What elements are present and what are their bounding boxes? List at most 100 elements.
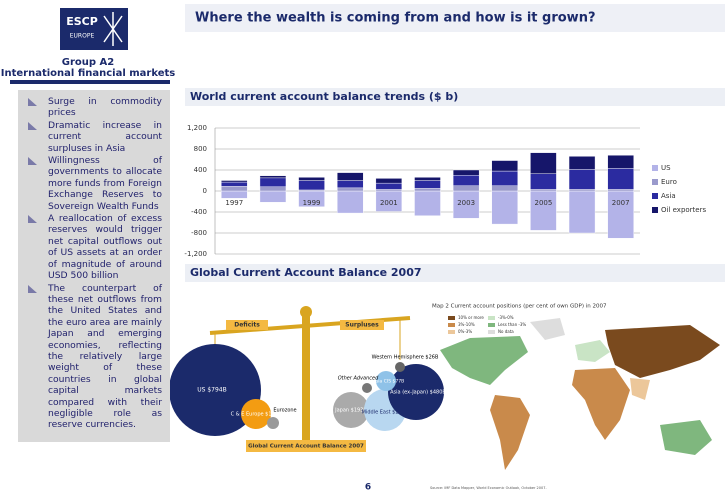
x-tick-label: 1999 [303,199,321,207]
x-tick-label: 2003 [457,199,475,207]
map-legend-label: 3%-10% [458,322,475,327]
bar-segment [337,180,364,189]
map-legend-swatch [448,316,455,320]
legend-swatch [652,179,658,185]
bar-segment [530,152,557,174]
bar-segment [298,180,325,191]
map-legend-label: Less than -3% [498,322,526,327]
base-label: Global Current Account Balance 2007 [248,444,364,450]
map-source: Source: IMF Data Mapper, World Economic … [430,486,547,490]
legend-label: Euro [661,178,677,186]
eurozone-label: Eurozone [273,408,296,414]
logo-text: ESCP [66,15,98,28]
legend-swatch [652,165,658,171]
logo-box [60,8,128,50]
bullet-item: A reallocation of excess reserves would … [24,213,162,281]
bar-segment [221,190,248,199]
world-map: Map 2 Current account positions (per cen… [430,304,720,490]
bar-segment [568,156,596,170]
bar-segment [568,190,596,234]
bar-segment [414,190,441,216]
surpluses-label: Surpluses [345,322,379,329]
map-legend-swatch [488,323,495,327]
divider [10,80,170,84]
bar-segment [491,160,518,172]
africa [572,368,630,440]
map-legend-label: 0%-3% [458,329,472,334]
bar-segment [568,189,596,192]
bar-segment [607,189,634,192]
bar-segment [298,177,325,181]
y-tick-label: 1,200 [187,124,207,132]
scale-diagram: Deficits Surpluses US $794B C & E Europe… [169,306,446,452]
japan-label: Japan $193B [334,408,367,414]
bar-segment [607,190,634,239]
slide-title: Where the wealth is coming from and how … [195,11,596,26]
bar-segment [259,190,287,203]
europe [575,340,610,362]
section-band [185,88,725,106]
bar-segment [530,190,557,231]
bar-segment [337,172,364,181]
cee-label: C & E Europe $120B [231,412,282,418]
bar-segment [221,181,248,187]
russia-circle [376,371,396,391]
bar-segment [221,186,248,192]
section-band [185,264,725,282]
bar-segment [568,169,596,190]
other-circle [362,383,372,393]
map-legend-swatch [488,330,495,334]
bar-segment [375,189,403,192]
japan-circle [333,392,369,428]
chart-title: World current account balance trends ($ … [190,90,458,103]
map-legend-swatch [448,330,455,334]
y-tick-label: 400 [194,166,207,174]
legend-label: Oil exporters [661,206,706,214]
bar-segment [530,173,557,190]
bar-segment [491,170,518,186]
y-tick-label: 800 [194,145,207,153]
y-tick-label: 0 [203,187,207,195]
x-tick-label: 2007 [612,199,630,207]
base [246,440,366,452]
deficits-label: Deficits [234,322,260,329]
western-circle [395,362,405,372]
asia-circle [388,364,444,420]
bullet-panel: Surge in commodity prices Dramatic increa… [18,90,170,442]
y-tick-label: -400 [191,208,207,216]
bar-segment [607,155,634,169]
bar-segment [452,185,480,192]
bar-segment [375,178,403,184]
bar-segment [452,190,480,219]
y-tick-label: -800 [191,229,207,237]
eurozone-circle [267,417,279,429]
bullet-item: The counterpart of these net outflows fr… [24,283,162,431]
bar-segment [221,180,248,183]
x-tick-label: 1997 [225,199,243,207]
map-legend-label: -3%-0% [498,315,514,320]
pillar [302,312,310,440]
map-legend-label: No data [498,329,514,334]
bar-segment [530,189,557,192]
asia-label: Asia (ex-Japan) $480B [390,390,446,396]
group-label: Group A2 [62,57,115,68]
bullet-item: Willingness of governments to allocate m… [24,155,162,212]
bar-segment [259,175,287,179]
south-america [490,395,530,470]
pivot [300,306,312,318]
label-box [226,320,268,330]
bar-segment [259,186,287,192]
x-tick-label: 2005 [534,199,552,207]
map-legend-label: 10% or more [458,315,484,320]
other-label: Other Advanced [338,376,379,382]
north-america [440,336,528,385]
cee-circle [241,399,271,429]
legend-label: Asia [661,192,676,200]
bar-segment [607,168,634,190]
us-circle [169,344,261,436]
legend-swatch [652,193,658,199]
logo-text: EUROPE [70,33,95,40]
bar-segment [259,177,287,188]
bar-segment [414,177,441,181]
